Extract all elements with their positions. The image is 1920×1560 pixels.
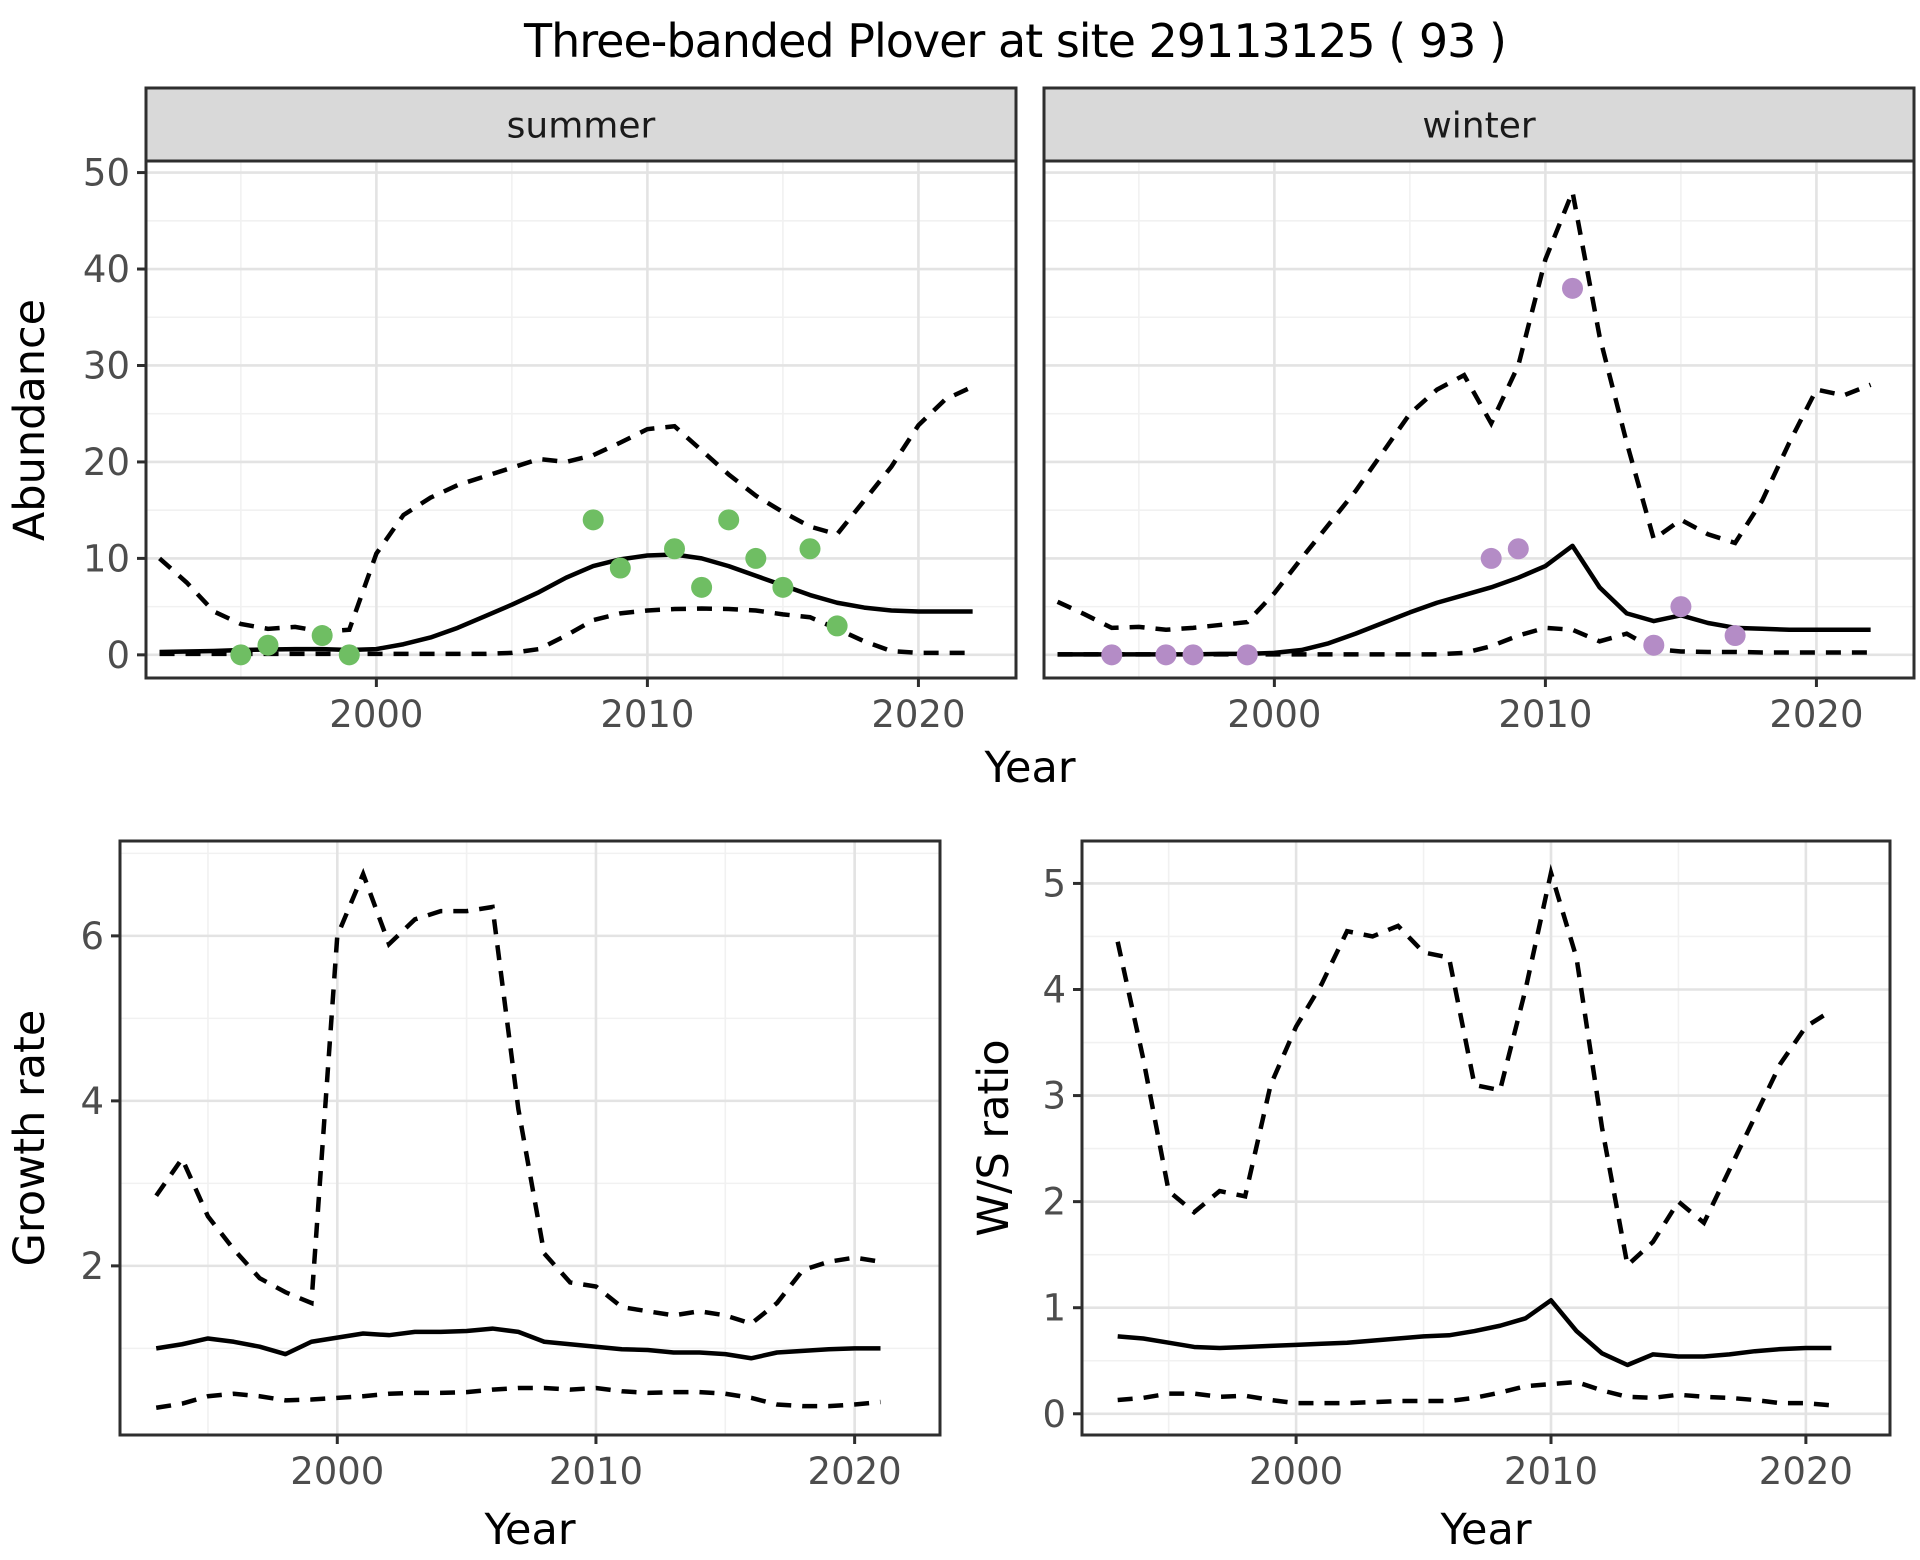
- observation-point: [1236, 644, 1258, 666]
- observation-point: [1101, 644, 1123, 666]
- observation-point: [664, 538, 686, 560]
- observation-point: [1562, 277, 1584, 299]
- growth-y-axis-title: Growth rate: [5, 1010, 55, 1267]
- chart-title: Three-banded Plover at site 29113125 ( 9…: [524, 14, 1507, 68]
- panel-border: [1080, 839, 1892, 1437]
- lower-ci-line: [155, 1385, 881, 1410]
- observation-point: [718, 509, 740, 531]
- observation-point: [1480, 547, 1502, 569]
- x-tick-label: 2010: [1504, 1450, 1598, 1493]
- facet-strip: [1042, 86, 1916, 163]
- top-y-axis-title: Abundance: [5, 299, 55, 541]
- panel-growth-rate: 2000 2010 2020 2 4 6: [80, 839, 942, 1493]
- observation-point: [691, 576, 713, 598]
- panel-background: [1044, 161, 1914, 678]
- panel-abundance-summer: summer 2000 2010 2020 0 10 20 30 40 50: [83, 86, 1018, 736]
- y-tick-label: 3: [1042, 1075, 1066, 1118]
- x-tick-label: 2010: [600, 693, 694, 736]
- x-tick-label: 2020: [1759, 1450, 1853, 1493]
- y-tick-label: 30: [83, 344, 130, 387]
- y-tick-label: 4: [80, 1080, 104, 1123]
- x-tick-label: 2010: [549, 1450, 643, 1493]
- fit-line: [159, 552, 973, 655]
- fit-line: [155, 1326, 881, 1361]
- top-x-axis-title: Year: [983, 743, 1075, 793]
- observation-point: [1724, 625, 1746, 647]
- y-tick-label: 6: [80, 915, 104, 958]
- x-tick-label: 2000: [1249, 1450, 1343, 1493]
- observation-point: [1155, 644, 1177, 666]
- observation-point: [772, 576, 794, 598]
- y-tick-label: 0: [106, 634, 130, 677]
- observation-point: [1643, 634, 1665, 656]
- panel-background: [1082, 841, 1890, 1435]
- facet-strip-label: winter: [1422, 106, 1536, 147]
- panel-background: [146, 161, 1016, 678]
- panel-background: [120, 841, 940, 1435]
- observation-point: [338, 644, 360, 666]
- y-tick-label: 1: [1042, 1287, 1066, 1330]
- y-tick-label: 20: [83, 441, 130, 484]
- fit-line: [1117, 1298, 1832, 1368]
- observation-point: [609, 557, 631, 579]
- x-tick-label: 2000: [329, 693, 423, 736]
- y-tick-label: 2: [1042, 1181, 1066, 1224]
- y-tick-label: 10: [83, 537, 130, 580]
- observation-point: [230, 644, 252, 666]
- observation-point: [826, 615, 848, 637]
- upper-ci-line: [154, 867, 881, 1327]
- y-tick-label: 50: [83, 152, 130, 195]
- observation-point: [311, 625, 333, 647]
- x-tick-label: 2020: [808, 1450, 902, 1493]
- y-tick-label: 4: [1042, 969, 1066, 1012]
- observation-point: [745, 547, 767, 569]
- x-tick-label: 2020: [871, 693, 965, 736]
- y-tick-label: 0: [1042, 1393, 1066, 1436]
- facet-strip: [144, 86, 1018, 163]
- observation-point: [582, 509, 604, 531]
- growth-x-axis-title: Year: [483, 1505, 575, 1555]
- panel-abundance-winter: winter 2000 2010 2020: [1042, 86, 1916, 736]
- panel-border: [118, 839, 942, 1437]
- x-tick-label: 2020: [1769, 693, 1863, 736]
- observation-point: [1507, 538, 1529, 560]
- upper-ci-line: [158, 384, 974, 634]
- x-tick-label: 2010: [1498, 693, 1592, 736]
- ws-x-axis-title: Year: [1439, 1505, 1531, 1555]
- y-tick-label: 2: [80, 1245, 104, 1288]
- y-tick-label: 5: [1042, 862, 1066, 905]
- upper-ci-line: [1115, 863, 1833, 1270]
- observation-point: [257, 634, 279, 656]
- observation-point: [1670, 596, 1692, 618]
- ws-y-axis-title: W/S ratio: [969, 1039, 1019, 1236]
- panel-ws-ratio: 2000 2010 2020 0 1 2 3 4 5: [1042, 839, 1892, 1493]
- upper-ci-line: [1056, 183, 1872, 633]
- observation-point: [1182, 644, 1204, 666]
- x-tick-label: 2000: [1227, 693, 1321, 736]
- facet-strip-label: summer: [507, 106, 656, 147]
- y-tick-label: 40: [83, 248, 130, 291]
- x-tick-label: 2000: [290, 1450, 384, 1493]
- observation-point: [799, 538, 821, 560]
- lower-ci-line: [1117, 1379, 1832, 1408]
